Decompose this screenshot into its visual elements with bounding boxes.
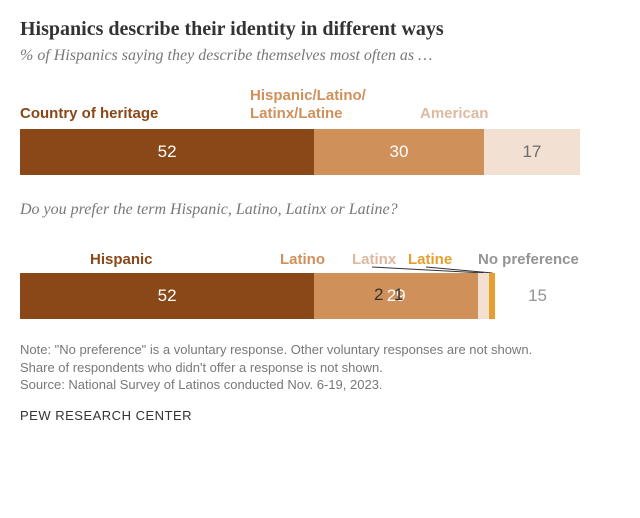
note-line-1: Note: "No preference" is a voluntary res… [20, 341, 620, 359]
note-line-2: Share of respondents who didn't offer a … [20, 359, 620, 377]
chart1-label: Hispanic/Latino/Latinx/Latine [250, 87, 400, 123]
chart2-segment [478, 273, 489, 319]
chart1-segment: 17 [484, 129, 580, 175]
chart1-label: American [420, 105, 520, 123]
question-2: Do you prefer the term Hispanic, Latino,… [20, 201, 620, 219]
notes: Note: "No preference" is a voluntary res… [20, 341, 620, 394]
page-title: Hispanics describe their identity in dif… [20, 18, 620, 41]
chart1-label: Country of heritage [20, 105, 200, 123]
chart-identity: Country of heritage Hispanic/Latino/Latin… [20, 87, 620, 175]
chart2-segment: 15 [495, 273, 580, 319]
chart1-segment: 52 [20, 129, 314, 175]
callout-lines [20, 233, 580, 273]
chart-term-preference: HispanicLatinoLatinxLatineNo preference … [20, 233, 620, 319]
footer-attribution: PEW RESEARCH CENTER [20, 408, 620, 423]
chart2-value-outside: 1 [394, 285, 403, 305]
note-line-3: Source: National Survey of Latinos condu… [20, 376, 620, 394]
chart2-segment: 52 [20, 273, 314, 319]
chart1-segment: 30 [314, 129, 484, 175]
chart2-value-outside: 2 [374, 285, 383, 305]
subtitle: % of Hispanics saying they describe them… [20, 47, 620, 65]
